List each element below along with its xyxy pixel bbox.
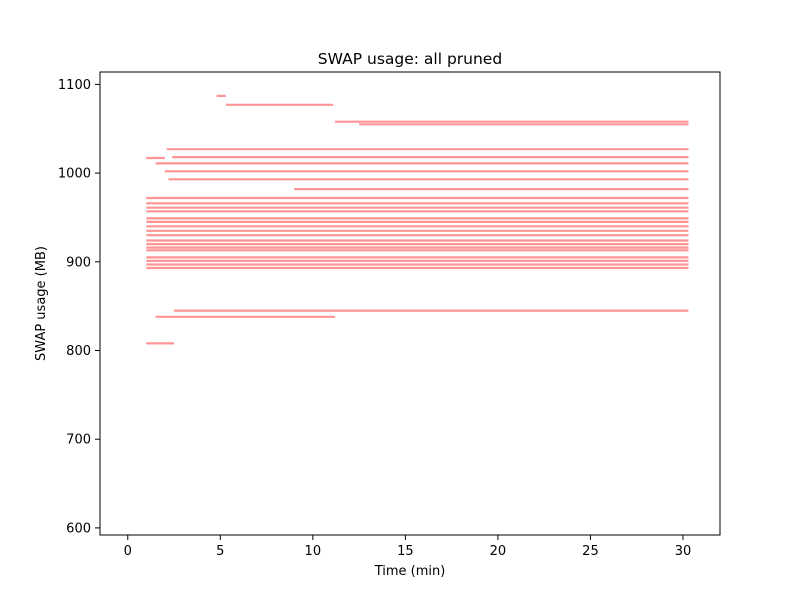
- chart-title: SWAP usage: all pruned: [318, 50, 502, 68]
- data-layer: [146, 94, 689, 345]
- y-tick-label: 800: [66, 344, 91, 359]
- y-axis-label: SWAP usage (MB): [34, 246, 49, 361]
- y-tick-label: 1000: [58, 167, 91, 182]
- x-tick-label: 20: [490, 544, 507, 559]
- y-tick-label: 700: [66, 433, 91, 448]
- x-tick-label: 5: [216, 544, 224, 559]
- x-axis: 0 5 10 15 20 25 30: [124, 535, 692, 559]
- y-tick-label: 900: [66, 255, 91, 270]
- axes-frame: [99, 71, 721, 536]
- x-tick-label: 30: [675, 544, 692, 559]
- x-tick-label: 15: [397, 544, 414, 559]
- x-tick-label: 25: [582, 544, 599, 559]
- x-axis-label: Time (min): [374, 564, 446, 579]
- x-tick-label: 0: [124, 544, 132, 559]
- x-tick-label: 10: [305, 544, 322, 559]
- y-axis: 600 700 800 900 1000 1100: [58, 78, 100, 536]
- y-tick-label: 600: [66, 521, 91, 536]
- y-tick-label: 1100: [58, 78, 91, 93]
